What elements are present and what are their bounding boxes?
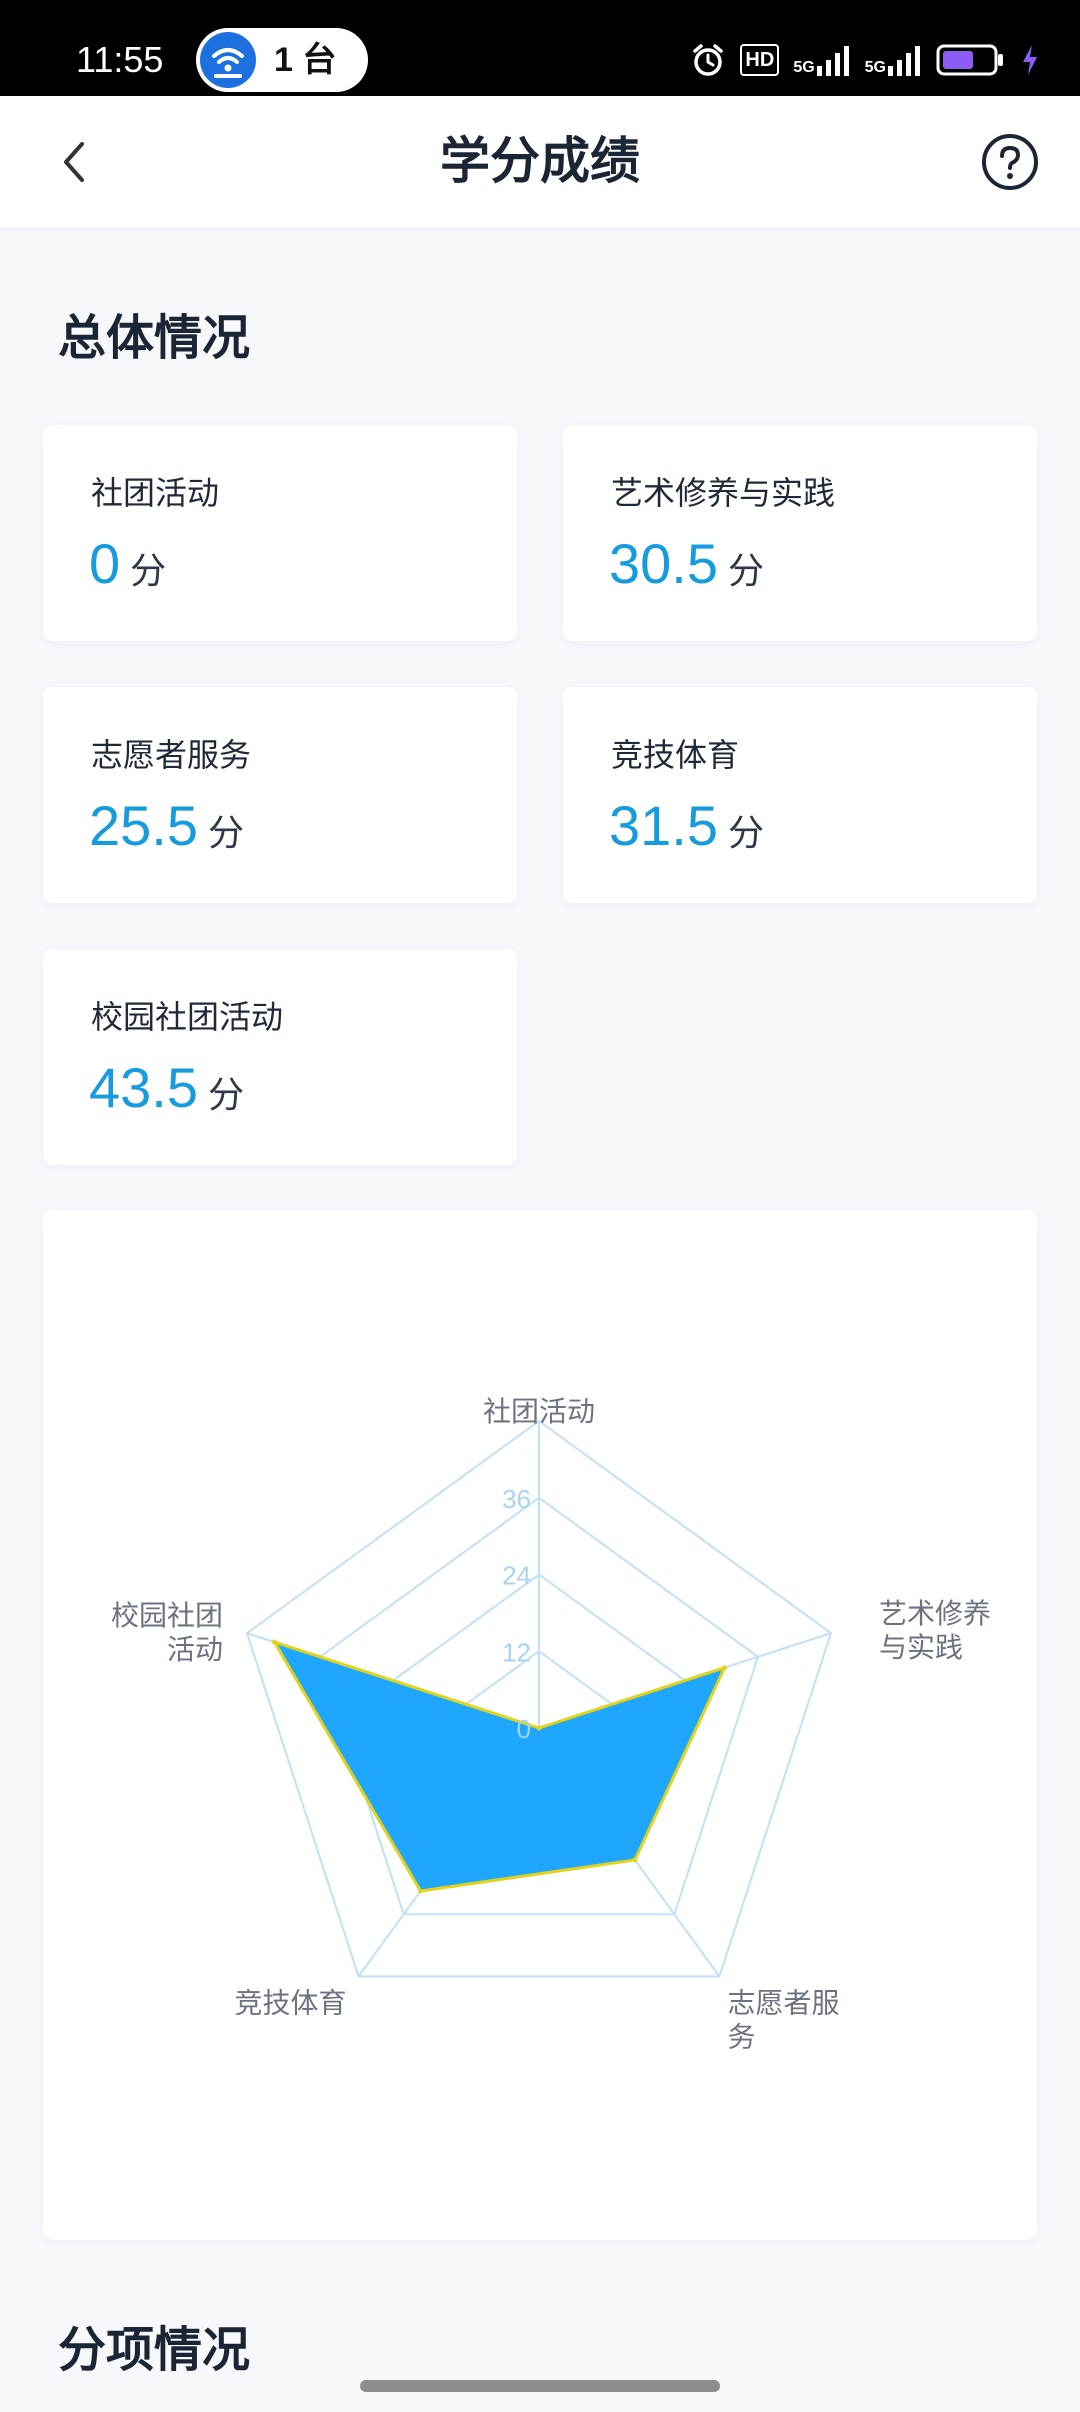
card-number: 43.5 — [89, 1056, 198, 1119]
signal-icon-2: 5G — [865, 44, 922, 76]
radar-indicator-label-line: 艺术修养 — [879, 1597, 991, 1630]
card-value: 30.5 分 — [609, 529, 764, 599]
app-header: 学分成绩 — [0, 96, 1080, 230]
gesture-handle[interactable] — [360, 2380, 720, 2392]
card-number: 0 — [89, 532, 121, 595]
radar-tick-label: 24 — [502, 1561, 531, 1591]
hd-icon: HD — [740, 44, 780, 76]
card-label: 志愿者服务 — [91, 736, 252, 774]
score-card-volunteer: 志愿者服务 25.5 分 — [43, 687, 517, 903]
card-value: 43.5 分 — [89, 1053, 244, 1123]
battery-icon — [936, 44, 1003, 76]
radar-grid-ring — [245, 1419, 833, 1978]
card-number: 25.5 — [89, 794, 198, 857]
radar-tick-label: 0 — [517, 1714, 531, 1744]
radar-indicator-label: 竞技体育 — [235, 1986, 347, 2019]
radar-tick-label: 36 — [502, 1484, 531, 1514]
radar-data-point — [632, 1857, 638, 1863]
charging-icon — [1023, 45, 1037, 75]
question-circle-icon — [982, 134, 1038, 190]
radar-data-point — [418, 1888, 424, 1894]
card-value: 25.5 分 — [89, 791, 244, 861]
hotspot-icon — [200, 32, 256, 88]
card-unit: 分 — [208, 1075, 245, 1116]
score-card-art: 艺术修养与实践 30.5 分 — [563, 425, 1037, 641]
chevron-left-icon — [64, 142, 84, 182]
card-unit: 分 — [130, 551, 167, 592]
card-number: 31.5 — [609, 794, 718, 857]
radar-data-point — [536, 1725, 542, 1731]
card-label: 竞技体育 — [611, 736, 740, 774]
overview-title: 总体情况 — [58, 310, 251, 366]
radar-data-area — [272, 1640, 727, 1893]
radar-chart-card: 0 12 24 36 社团活动艺术修养与实践志愿者服务 竞技体育 校园社团活动 — [43, 1210, 1037, 2240]
radar-indicator-label-line: 社团活动 — [483, 1395, 595, 1428]
radar-indicator-label-line: 与实践 — [879, 1631, 963, 1664]
signal-label-1: 5G — [793, 59, 815, 76]
back-button[interactable] — [44, 132, 104, 192]
radar-indicator-label: 校园社团活动 — [111, 1599, 223, 1666]
radar-indicator-label-line: 务 — [727, 2020, 755, 2053]
radar-indicator-label-line: 志愿者服 — [727, 1986, 839, 2019]
card-label: 校园社团活动 — [91, 998, 284, 1036]
radar-indicator-label: 社团活动 — [483, 1395, 595, 1428]
status-bar: 11:55 1 台 HD 5G — [0, 0, 1080, 96]
hotspot-count: 1 台 — [274, 41, 337, 79]
status-icons: HD 5G 5G — [690, 30, 1040, 90]
alarm-icon — [693, 44, 724, 76]
help-button[interactable] — [980, 132, 1040, 192]
radar-indicator-label-line: 校园社团 — [111, 1599, 223, 1632]
radar-data-point — [271, 1639, 277, 1645]
detail-title: 分项情况 — [58, 2322, 251, 2378]
score-card-club: 社团活动 0 分 — [43, 425, 517, 641]
page-title: 学分成绩 — [440, 132, 640, 190]
card-unit: 分 — [728, 813, 765, 854]
score-card-campus-club: 校园社团活动 43.5 分 — [43, 949, 517, 1165]
radar-tick-label: 12 — [502, 1637, 531, 1667]
hd-label: HD — [745, 49, 775, 71]
radar-grid-ring — [318, 1496, 760, 1916]
radar-data-point — [722, 1665, 728, 1671]
card-value: 0 分 — [89, 529, 166, 599]
hotspot-indicator[interactable]: 1 台 — [196, 28, 368, 92]
card-value: 31.5 分 — [609, 791, 764, 861]
signal-label-2: 5G — [864, 59, 886, 76]
radar-indicator-label: 艺术修养与实践 — [879, 1597, 991, 1664]
card-label: 社团活动 — [91, 474, 220, 512]
card-unit: 分 — [208, 813, 245, 854]
card-label: 艺术修养与实践 — [611, 474, 836, 512]
radar-indicator-label-line: 活动 — [167, 1633, 223, 1666]
card-unit: 分 — [728, 551, 765, 592]
signal-icon-1: 5G — [793, 44, 850, 76]
radar-indicator-label-line: 竞技体育 — [235, 1986, 347, 2019]
status-time: 11:55 — [76, 39, 164, 80]
card-number: 30.5 — [609, 532, 718, 595]
score-card-sports: 竞技体育 31.5 分 — [563, 687, 1037, 903]
radar-indicator-label: 志愿者服务 — [727, 1986, 839, 2053]
